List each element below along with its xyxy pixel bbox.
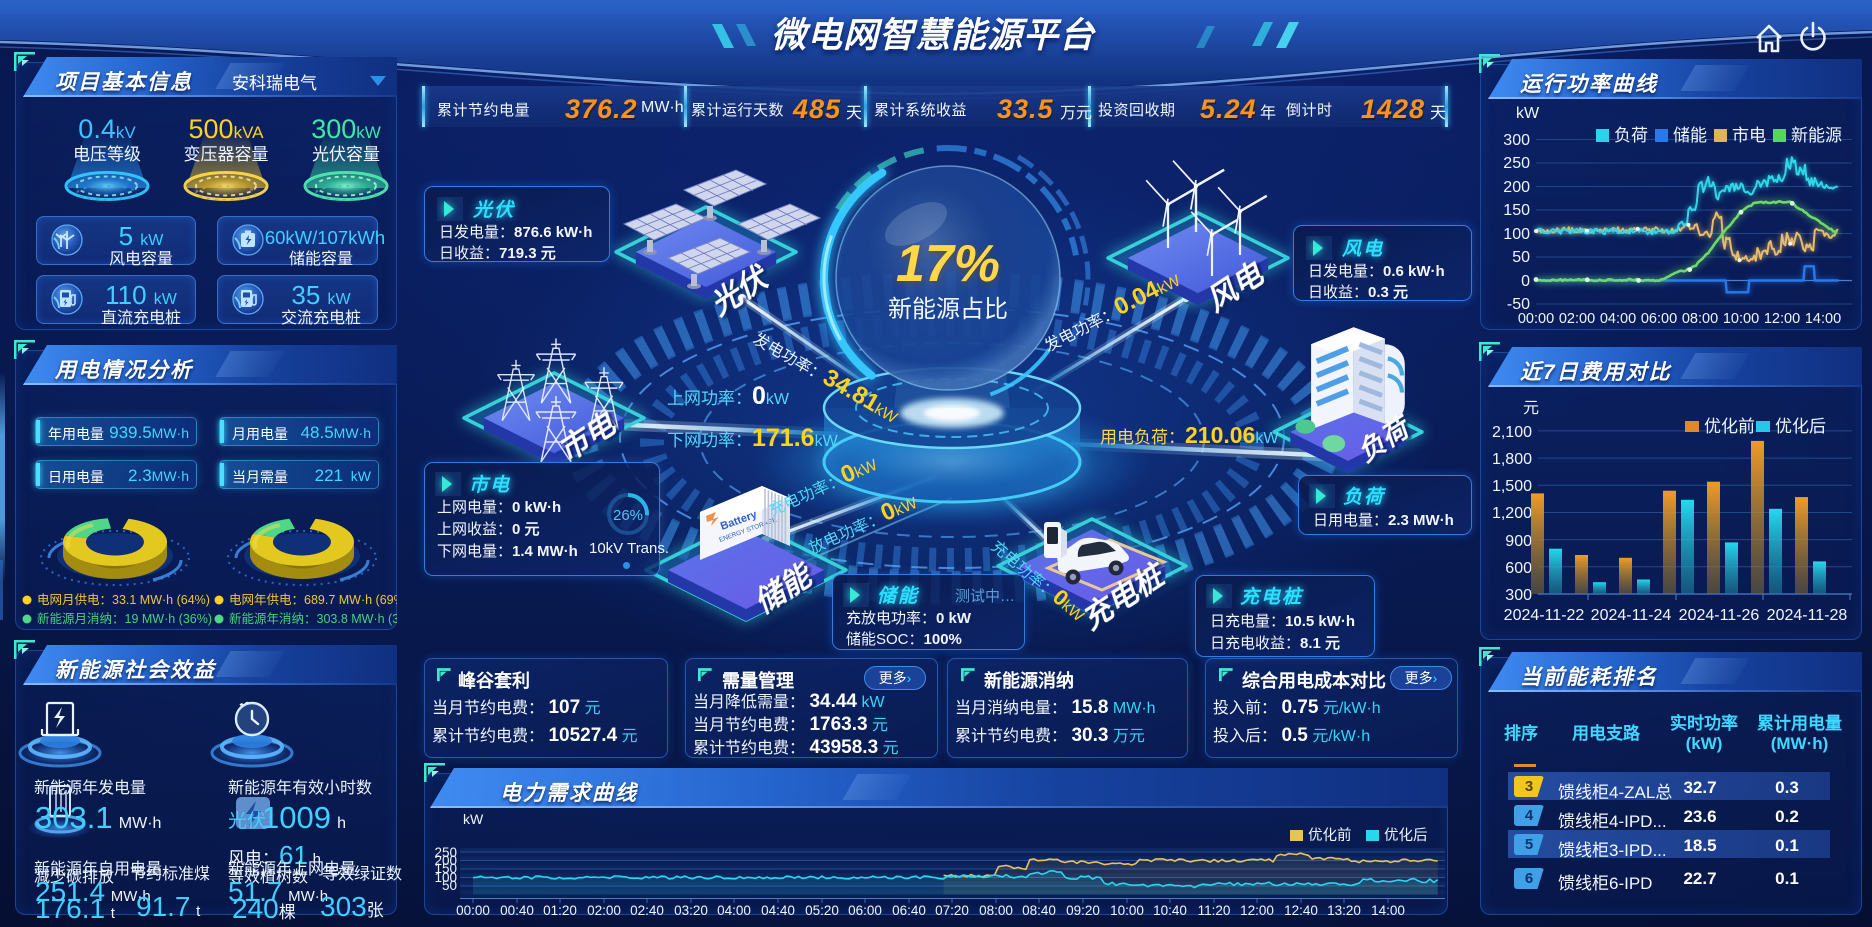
svg-text:250: 250 [1503, 155, 1530, 172]
svg-text:02:00: 02:00 [587, 903, 621, 918]
svg-text:负荷: 负荷 [1614, 126, 1648, 145]
svg-text:元: 元 [1523, 400, 1539, 417]
svg-text:电网月供电：33.1 MW·h (64%): 电网月供电：33.1 MW·h (64%) [37, 593, 210, 607]
svg-text:50: 50 [442, 878, 457, 893]
svg-text:06:00: 06:00 [1641, 311, 1677, 327]
svg-text:变压器容量: 变压器容量 [184, 145, 269, 164]
svg-text:优化后: 优化后 [1775, 417, 1826, 436]
svg-text:用电负荷：210.06kW: 用电负荷：210.06kW [1100, 422, 1279, 448]
svg-text:200: 200 [1503, 179, 1530, 196]
svg-text:0.4kV: 0.4kV [78, 114, 136, 144]
svg-text:300: 300 [1505, 587, 1532, 604]
svg-text:优化后: 优化后 [1384, 827, 1428, 844]
svg-text:26%: 26% [613, 507, 643, 524]
svg-text:60kW/107kWh: 60kW/107kWh [265, 227, 384, 248]
svg-text:-50: -50 [1507, 296, 1530, 313]
svg-text:13:20: 13:20 [1327, 903, 1361, 918]
svg-text:新能源年消纳：303.8 MW·h (31: 新能源年消纳：303.8 MW·h (31 [229, 611, 397, 626]
svg-text:04:40: 04:40 [761, 903, 795, 918]
svg-text:02:40: 02:40 [630, 903, 664, 918]
svg-text:500kVA: 500kVA [189, 114, 265, 144]
svg-text:12:40: 12:40 [1284, 903, 1318, 918]
svg-text:上网功率：0kW: 上网功率：0kW [667, 382, 790, 410]
svg-text:06:40: 06:40 [892, 903, 926, 918]
svg-text:kW: kW [463, 812, 484, 827]
svg-text:300kW: 300kW [311, 114, 381, 144]
svg-text:00:40: 00:40 [500, 903, 534, 918]
svg-text:市电: 市电 [1732, 126, 1766, 145]
svg-text:600: 600 [1505, 560, 1532, 577]
svg-text:储能容量: 储能容量 [289, 250, 353, 268]
svg-text:交流充电桩: 交流充电桩 [281, 309, 361, 326]
svg-text:100: 100 [1503, 226, 1530, 243]
svg-text:新能源: 新能源 [1791, 126, 1842, 145]
svg-text:110 kW: 110 kW [105, 280, 178, 310]
svg-text:直流充电桩: 直流充电桩 [101, 309, 181, 326]
svg-text:250: 250 [434, 845, 457, 860]
svg-text:02:00: 02:00 [1559, 311, 1595, 327]
svg-text:00:00: 00:00 [1518, 311, 1554, 327]
svg-text:电网年供电：689.7 MW·h (69%): 电网年供电：689.7 MW·h (69%) [229, 593, 397, 607]
svg-text:风电容量: 风电容量 [109, 250, 173, 268]
svg-text:04:00: 04:00 [717, 903, 751, 918]
svg-text:12:00: 12:00 [1240, 903, 1274, 918]
svg-text:09:20: 09:20 [1066, 903, 1100, 918]
svg-text:储能: 储能 [1673, 126, 1707, 145]
svg-text:1,200: 1,200 [1492, 505, 1532, 522]
svg-text:电压等级: 电压等级 [73, 145, 141, 164]
svg-text:08:00: 08:00 [979, 903, 1013, 918]
svg-text:5 kW: 5 kW [119, 221, 165, 251]
svg-text:0: 0 [1521, 273, 1530, 290]
svg-text:06:00: 06:00 [848, 903, 882, 918]
svg-text:05:20: 05:20 [805, 903, 839, 918]
svg-text:07:20: 07:20 [935, 903, 969, 918]
svg-text:300: 300 [1503, 132, 1530, 149]
svg-text:04:00: 04:00 [1600, 311, 1636, 327]
svg-text:01:20: 01:20 [543, 903, 577, 918]
svg-text:11:20: 11:20 [1198, 903, 1231, 918]
svg-text:kW: kW [1516, 105, 1540, 122]
svg-text:10:00: 10:00 [1723, 311, 1759, 327]
svg-text:50: 50 [1512, 249, 1530, 266]
svg-text:新能源占比: 新能源占比 [888, 296, 1008, 323]
svg-text:03:20: 03:20 [674, 903, 708, 918]
svg-text:150: 150 [1503, 202, 1530, 219]
svg-text:12:00: 12:00 [1764, 311, 1800, 327]
svg-text:10:40: 10:40 [1153, 903, 1187, 918]
svg-text:2024-11-28: 2024-11-28 [1767, 607, 1848, 624]
svg-text:光伏容量: 光伏容量 [312, 145, 380, 164]
svg-text:14:00: 14:00 [1371, 903, 1405, 918]
svg-text:新能源月消纳：19 MW·h (36%): 新能源月消纳：19 MW·h (36%) [37, 611, 212, 626]
svg-text:200: 200 [434, 853, 457, 868]
svg-text:1,500: 1,500 [1492, 478, 1532, 495]
svg-text:2,100: 2,100 [1492, 424, 1532, 441]
svg-text:17%: 17% [896, 235, 1000, 293]
svg-text:下网功率：171.6kW: 下网功率：171.6kW [667, 424, 839, 452]
svg-text:微电网智慧能源平台: 微电网智慧能源平台 [771, 16, 1096, 55]
svg-text:100: 100 [434, 870, 457, 885]
svg-text:优化前: 优化前 [1704, 417, 1755, 436]
svg-text:1,800: 1,800 [1492, 451, 1532, 468]
svg-text:08:00: 08:00 [1682, 311, 1718, 327]
svg-text:900: 900 [1505, 533, 1532, 550]
svg-text:150: 150 [434, 861, 457, 876]
svg-text:2024-11-26: 2024-11-26 [1679, 607, 1760, 624]
svg-text:08:40: 08:40 [1022, 903, 1056, 918]
svg-text:14:00: 14:00 [1805, 311, 1841, 327]
svg-text:2024-11-24: 2024-11-24 [1591, 607, 1672, 624]
svg-text:10:00: 10:00 [1110, 903, 1144, 918]
svg-text:优化前: 优化前 [1308, 827, 1352, 844]
svg-text:2024-11-22: 2024-11-22 [1504, 607, 1585, 624]
svg-text:35 kW: 35 kW [291, 280, 351, 310]
svg-text:00:00: 00:00 [456, 903, 490, 918]
